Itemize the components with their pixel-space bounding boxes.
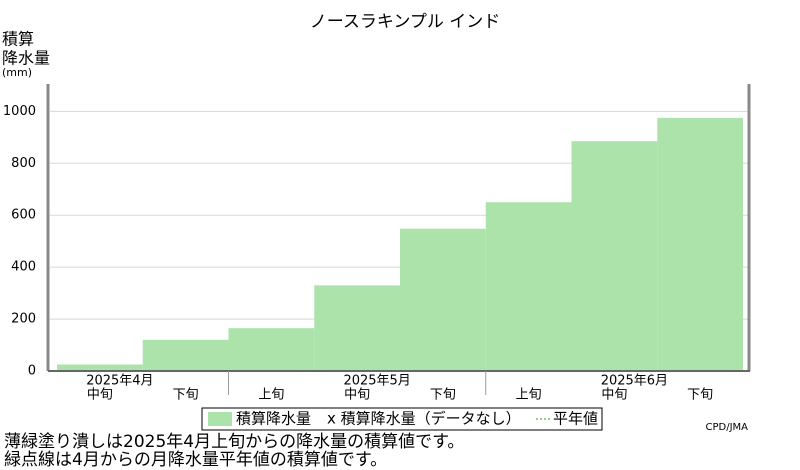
- note: 薄緑塗り潰しは2025年4月上旬からの降水量の積算値です。: [4, 431, 464, 452]
- y-tick-label: 200: [11, 312, 36, 327]
- credit: CPD/JMA: [706, 422, 749, 433]
- legend-swatch: [208, 412, 232, 426]
- x-tick-label: 下旬: [687, 388, 713, 403]
- step-bar: [485, 202, 572, 371]
- month-label: 2025年5月: [343, 374, 410, 389]
- x-tick-label: 中旬: [87, 388, 113, 403]
- legend-box: [201, 407, 603, 431]
- x-tick-label: 下旬: [430, 388, 456, 403]
- y-label: (mm): [2, 66, 32, 79]
- month-label: 2025年6月: [601, 374, 668, 389]
- step-bar: [314, 285, 400, 371]
- x-tick-label: 上旬: [516, 388, 542, 403]
- x-tick-label: 中旬: [601, 388, 627, 403]
- step-bar: [400, 228, 486, 371]
- note: 緑点線は4月からの月降水量平年値の積算値です。: [4, 450, 387, 470]
- y-tick-label: 800: [11, 156, 36, 171]
- y-tick-label: 0: [28, 364, 36, 379]
- step-bar: [228, 328, 315, 371]
- y-label: 降水量: [2, 49, 50, 68]
- legend-label: 積算降水量: [236, 410, 311, 428]
- x-tick-label: 中旬: [344, 388, 370, 403]
- y-tick-label: 1000: [3, 104, 36, 119]
- y-label: 積算: [2, 30, 34, 49]
- x-tick-label: 上旬: [258, 388, 284, 403]
- y-tick-label: 600: [11, 208, 36, 223]
- month-label: 2025年4月: [86, 374, 153, 389]
- legend-label: 平年値: [553, 410, 598, 428]
- step-bar: [57, 364, 143, 371]
- step-bar: [657, 117, 743, 372]
- y-tick-label: 400: [11, 260, 36, 275]
- step-bar: [142, 339, 229, 371]
- chart-title: ノースラキンプル インド: [310, 12, 501, 32]
- x-tick-label: 下旬: [173, 388, 199, 403]
- step-bar: [571, 141, 658, 371]
- legend-label: x 積算降水量（データなし）: [327, 410, 521, 428]
